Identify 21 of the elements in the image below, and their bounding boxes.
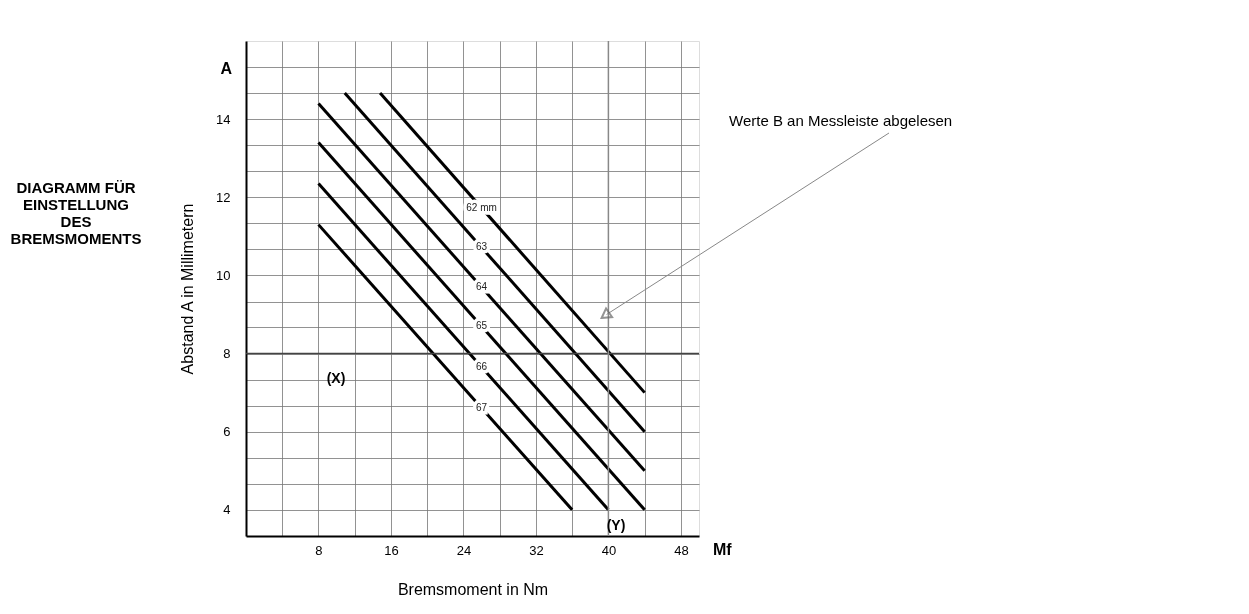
x-tick-label: 40 — [601, 542, 617, 558]
y-tick-label: 4 — [223, 502, 231, 518]
series-label: 63 — [476, 241, 488, 253]
y-tick-label: 10 — [216, 267, 231, 283]
y-tick-label: 6 — [223, 424, 231, 440]
x-tick-label: 24 — [456, 542, 472, 558]
x-axis-title: Bremsmoment in Nm — [397, 580, 549, 598]
annotation: Werte B an Messleiste abgelesen — [729, 112, 953, 129]
y-axis-title: Abstand A in Millimetern — [179, 203, 197, 375]
x-tick-label: 48 — [674, 542, 689, 558]
text: A — [220, 60, 233, 77]
y-tick-label: 8 — [223, 346, 231, 362]
x-tick-label: 8 — [315, 542, 323, 558]
annotation: (X) — [326, 370, 346, 386]
y-tick-label: 12 — [216, 189, 231, 205]
annotation: (Y) — [606, 517, 626, 533]
x-tick-label: 32 — [529, 542, 544, 558]
text: DIAGRAMM FÜR EINSTELLUNG DES BREMSMOMENTS — [10, 179, 142, 247]
y-tick-label: 14 — [216, 111, 231, 127]
text: Mf — [713, 541, 733, 558]
x-tick-label: 16 — [384, 542, 399, 558]
